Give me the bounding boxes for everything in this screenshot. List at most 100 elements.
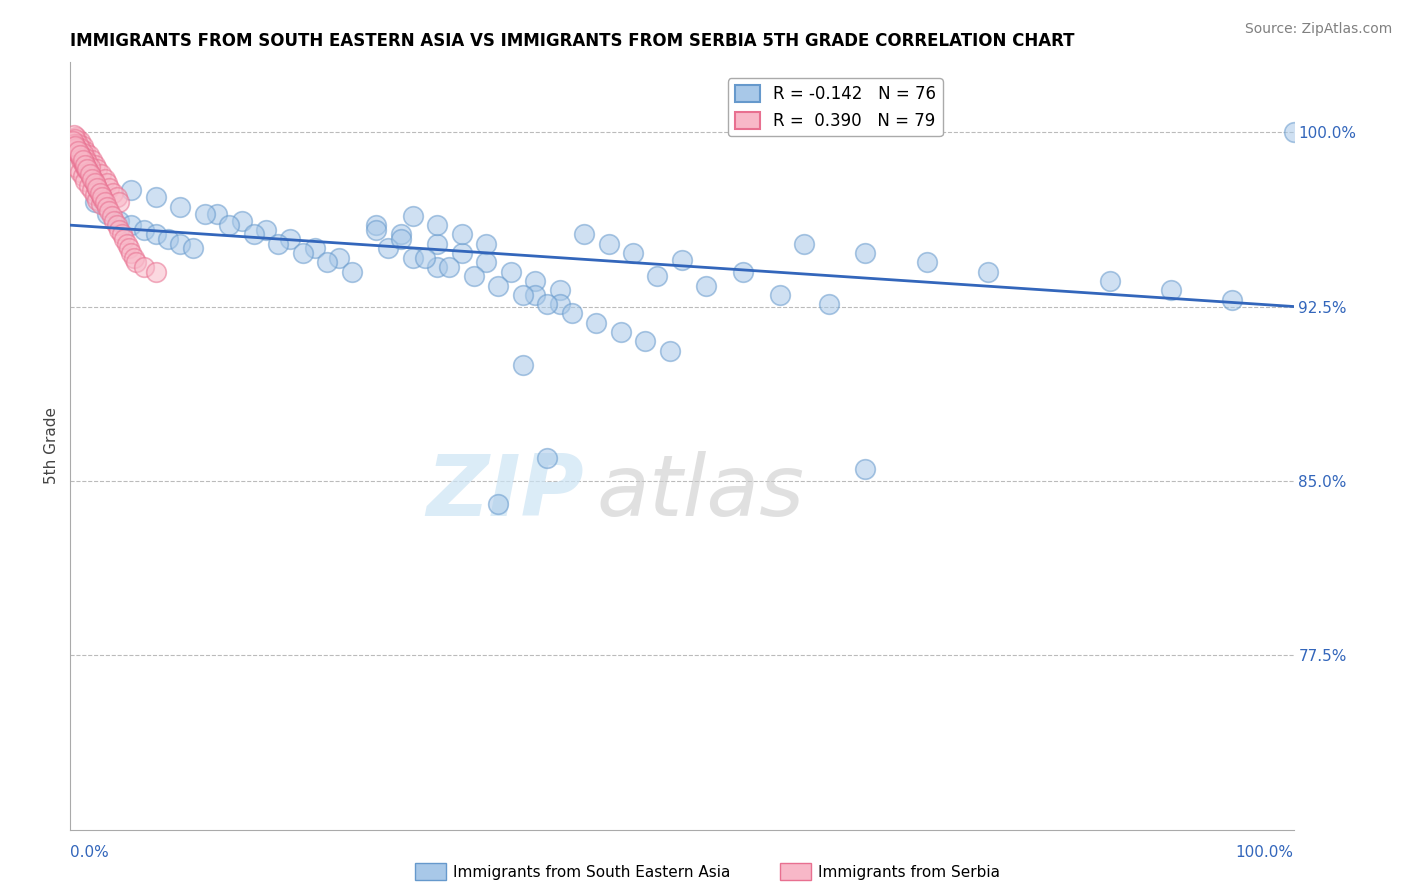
Text: 100.0%: 100.0% xyxy=(1236,846,1294,861)
Point xyxy=(817,297,839,311)
Point xyxy=(536,450,558,465)
Point xyxy=(69,164,91,178)
Point xyxy=(402,209,425,223)
Point xyxy=(439,260,461,274)
Point xyxy=(101,209,124,223)
Point xyxy=(83,158,105,172)
Point xyxy=(108,194,131,209)
Point xyxy=(585,316,607,330)
Point xyxy=(73,144,96,158)
Point xyxy=(426,218,449,232)
Point xyxy=(145,190,167,204)
Text: atlas: atlas xyxy=(596,450,804,533)
Point xyxy=(524,288,547,302)
Point xyxy=(561,306,583,320)
Point xyxy=(598,236,620,251)
Point xyxy=(1220,293,1243,307)
Point xyxy=(93,194,115,209)
Point xyxy=(377,241,399,255)
Point xyxy=(793,236,815,251)
Point xyxy=(132,223,155,237)
Point xyxy=(855,462,877,476)
Point xyxy=(121,183,143,197)
Point xyxy=(463,269,485,284)
Point xyxy=(524,274,547,288)
Point xyxy=(73,158,96,172)
Point xyxy=(63,132,86,146)
Point xyxy=(389,227,412,242)
Point xyxy=(695,278,717,293)
Point xyxy=(72,146,94,161)
Legend: R = -0.142   N = 76, R =  0.390   N = 79: R = -0.142 N = 76, R = 0.390 N = 79 xyxy=(728,78,942,136)
Point xyxy=(73,151,96,165)
Point xyxy=(671,253,693,268)
Point xyxy=(426,260,449,274)
Point xyxy=(75,162,97,177)
Point xyxy=(96,177,118,191)
Point xyxy=(402,251,425,265)
Point xyxy=(75,160,97,174)
Point xyxy=(1282,125,1305,139)
Point xyxy=(488,278,510,293)
Point xyxy=(87,183,110,197)
Point xyxy=(72,139,94,153)
Point xyxy=(65,160,87,174)
Point xyxy=(84,178,107,193)
Point xyxy=(280,232,302,246)
Point xyxy=(86,162,108,177)
Point xyxy=(66,144,89,158)
Point xyxy=(98,181,121,195)
Text: IMMIGRANTS FROM SOUTH EASTERN ASIA VS IMMIGRANTS FROM SERBIA 5TH GRADE CORRELATI: IMMIGRANTS FROM SOUTH EASTERN ASIA VS IM… xyxy=(70,32,1074,50)
Point xyxy=(70,153,93,167)
Point xyxy=(169,236,191,251)
Point xyxy=(548,297,571,311)
Point xyxy=(132,260,155,274)
Point xyxy=(572,227,595,242)
Point xyxy=(65,144,87,158)
Point xyxy=(89,186,111,200)
Point xyxy=(366,223,388,237)
Point xyxy=(536,297,558,311)
Point xyxy=(976,265,998,279)
Text: Source: ZipAtlas.com: Source: ZipAtlas.com xyxy=(1244,22,1392,37)
Point xyxy=(121,218,143,232)
Point xyxy=(621,246,644,260)
Point xyxy=(67,146,90,161)
Point xyxy=(157,232,180,246)
Point xyxy=(450,246,472,260)
Point xyxy=(548,283,571,297)
Point xyxy=(769,288,792,302)
Point xyxy=(105,190,128,204)
Point xyxy=(90,167,112,181)
Point xyxy=(90,197,112,211)
Point xyxy=(475,255,498,269)
Point xyxy=(91,190,114,204)
Point xyxy=(101,186,124,200)
Point xyxy=(63,136,86,151)
Point xyxy=(499,265,522,279)
Point xyxy=(389,232,412,246)
Point xyxy=(63,128,86,142)
Point xyxy=(73,174,96,188)
Point xyxy=(121,246,143,260)
Point xyxy=(316,255,339,269)
Point xyxy=(73,158,96,172)
Point xyxy=(1160,283,1182,297)
Point xyxy=(77,178,100,193)
Point xyxy=(82,171,104,186)
Point xyxy=(76,155,98,169)
Point xyxy=(413,251,436,265)
Point xyxy=(98,204,121,219)
Point xyxy=(426,236,449,251)
Point xyxy=(83,174,105,188)
Point xyxy=(79,160,101,174)
Point xyxy=(855,246,877,260)
Text: Immigrants from Serbia: Immigrants from Serbia xyxy=(818,865,1000,880)
Point xyxy=(69,148,91,162)
Point xyxy=(366,218,388,232)
Point xyxy=(243,227,266,242)
Point xyxy=(76,162,98,177)
Point xyxy=(658,343,681,358)
Point xyxy=(65,141,87,155)
Point xyxy=(145,227,167,242)
